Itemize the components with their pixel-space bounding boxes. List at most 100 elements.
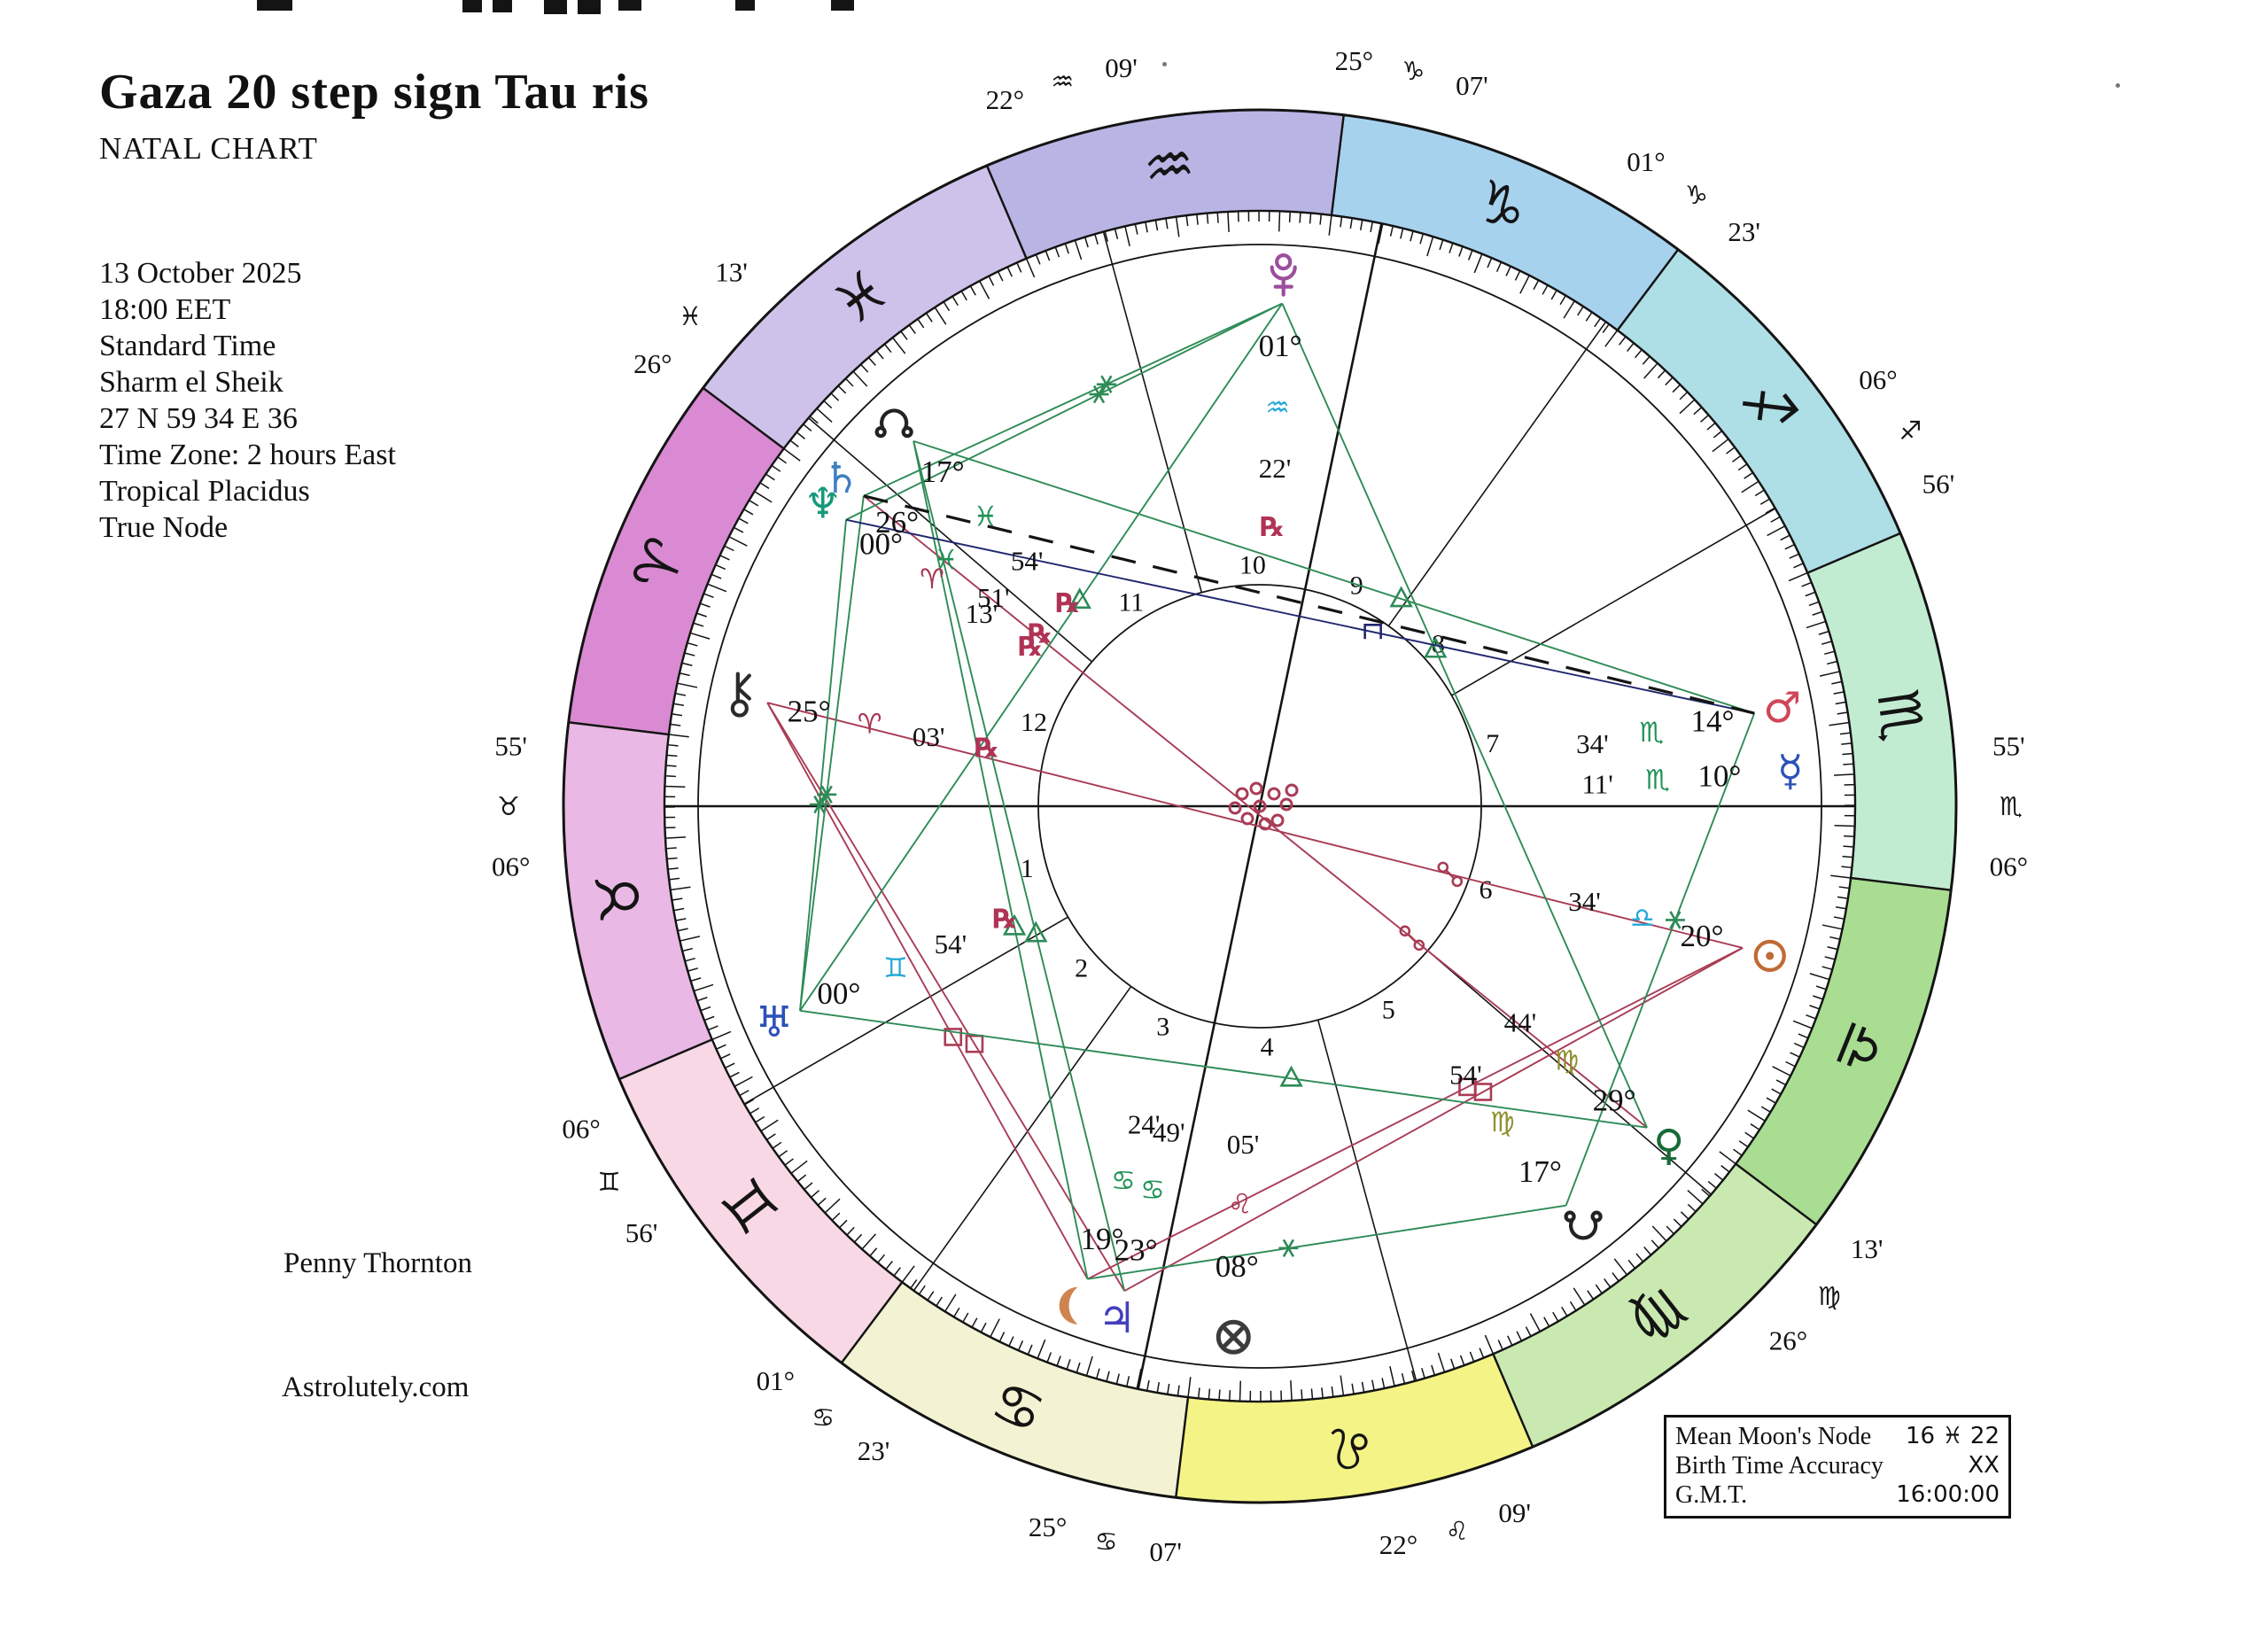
coordinates: 27 N 59 34 E 36: [99, 402, 298, 435]
planet-pluto: 01° ♒ 22' ℞: [1259, 252, 1302, 543]
aspect-marker-sextile: [817, 785, 837, 804]
uranus-degrees: 00°: [817, 976, 860, 1011]
cusp-11-degrees: 22°: [986, 84, 1024, 115]
house-number-4: 4: [1261, 1032, 1274, 1061]
cusp-label-4: 25° ♋ 07': [1029, 1511, 1182, 1567]
cusp-label-6: 26° ♍ 13': [1769, 1233, 1884, 1355]
aspect-mars-southnode-sextile: [1565, 712, 1756, 1207]
time-type: Standard Time: [99, 330, 276, 362]
mercury-sign-icon: ♏: [1645, 764, 1670, 796]
planet-glyph-mars: ♂: [1763, 683, 1801, 733]
aspect-marker-square: [1473, 1083, 1493, 1101]
cusp-6-sign-icon: ♍: [1818, 1281, 1841, 1311]
mc-ic-axis: [1137, 222, 1383, 1390]
cusp-label-3: 01° ♋ 23': [757, 1365, 890, 1466]
sign-glyph-leo: ♌: [1321, 1410, 1380, 1481]
cusp-4-degrees: 25°: [1029, 1511, 1067, 1542]
northnode-sign-icon: ♓: [973, 501, 998, 532]
house-number-9: 9: [1350, 571, 1363, 600]
cusp-label-1: 06° ♉ 55': [492, 730, 530, 882]
planet-neptune: ♆ 00° ♈ 13' ℞: [804, 478, 1042, 663]
cusp-line-12: [808, 417, 1092, 663]
moon-sign-icon: ♋: [1111, 1165, 1136, 1197]
planet-mars: ♂ 14° ♏ 34': [1576, 683, 1801, 759]
scan-dot: [2116, 83, 2120, 88]
mercury-minutes: 11': [1581, 768, 1612, 799]
uranus-sign-icon: ♊: [883, 952, 908, 984]
planet-glyph-saturn: ♄: [822, 454, 860, 503]
uranus-minutes: 54': [935, 928, 967, 959]
planet-mercury: ☿ 10° ♏ 11': [1581, 747, 1803, 800]
aspect-marker-sextile: [1278, 1239, 1299, 1258]
cusp-label-10: 25° ♑ 07': [1335, 45, 1488, 101]
aspect-marker-opposition: [1399, 925, 1425, 952]
scan-artifact: [257, 0, 292, 11]
cusp-10-degrees: 25°: [1335, 45, 1373, 76]
birth-date: 13 October 2025: [99, 257, 302, 290]
planet-glyph-venus: ♀: [1653, 1121, 1684, 1170]
scan-dot: [1162, 62, 1167, 66]
house-number-10: 10: [1239, 551, 1266, 580]
saturn-minutes: 51': [977, 582, 1010, 613]
neptune-sign-icon: ♈: [920, 563, 944, 595]
northnode-retrograde-icon: ℞: [1056, 588, 1080, 619]
partoffortune-minutes: 05': [1227, 1129, 1260, 1160]
cusp-label-7: 06° ♏ 55': [1990, 730, 2028, 882]
aspect-moon-southnode-sextile: [1087, 1204, 1566, 1280]
aspect-jupiter-northnode-trine: [913, 440, 1126, 1292]
zodiac-ring: ♈ ♉ ♊ ♋ ♌ ♍ ♎ ♏ ♐ ♑ ♒ ♓: [562, 108, 1958, 1504]
cusp-6-degrees: 26°: [1769, 1324, 1807, 1355]
chart-subtitle: NATAL CHART: [99, 131, 318, 166]
planet-northnode: 17° ♓ 54' ℞: [874, 408, 1080, 619]
partoffortune-degrees: 08°: [1216, 1249, 1259, 1284]
outer-circle: [562, 108, 1958, 1504]
house-number-2: 2: [1075, 953, 1088, 983]
node-setting: True Node: [99, 511, 229, 544]
partoffortune-sign-icon: ♌: [1228, 1188, 1253, 1220]
birth-time: 18:00 EET: [99, 293, 231, 326]
pluto-degrees: 01°: [1259, 329, 1302, 363]
pluto-retrograde-icon: ℞: [1261, 512, 1285, 543]
scan-artifact: [544, 0, 567, 14]
cusp-5-minutes: 09': [1498, 1497, 1531, 1528]
northnode-minutes: 54': [1011, 545, 1044, 576]
cusp-8-minutes: 56': [1922, 469, 1955, 500]
mercury-degrees: 10°: [1697, 758, 1741, 793]
aspect-marker-trine: [1424, 636, 1448, 658]
aspect-marker-trine: [1068, 587, 1091, 610]
moon-degrees: 19°: [1080, 1222, 1123, 1256]
time-zone: Time Zone: 2 hours East: [99, 439, 396, 471]
gmt-value: 16:00:00: [1896, 1481, 2000, 1508]
planet-glyph-uranus: ♅: [755, 998, 793, 1047]
venus-minutes: 44': [1504, 1006, 1537, 1037]
aspect-marker-sextile: [1096, 375, 1116, 393]
venus-degrees: 29°: [1593, 1084, 1636, 1118]
jupiter-degrees: 23°: [1115, 1232, 1158, 1267]
table-row: Mean Moon's Node 16 ♓ 22: [1675, 1422, 2000, 1451]
cusp-1-minutes: 55': [494, 730, 527, 761]
chiron-degrees: 25°: [788, 695, 831, 729]
cusp-2-sign-icon: ♊: [598, 1167, 621, 1197]
scan-artifact: [493, 0, 512, 12]
mean-node-value: 16 ♓ 22: [1905, 1423, 2000, 1449]
planets: 01° ♒ 22' ℞ 17° ♓ 54' ℞ ♄ 26° ♓ 51' ℞ ♆ 00° ♈ 13' ℞ 25° ♈ 03…: [730, 252, 1803, 1355]
aspect-marker-trine: [1389, 586, 1413, 608]
cusp-label-5: 22° ♌ 09': [1379, 1497, 1531, 1560]
planet-chiron: 25° ♈ 03' ℞: [730, 672, 998, 765]
aspect-pluto-saturn-sextile: [863, 302, 1283, 497]
aspect-pluto-venus-trine: [1281, 303, 1648, 1129]
cusp-label-8: 06°♐56': [1859, 364, 1954, 500]
scan-artifact: [618, 0, 641, 11]
house-cusp-lines: [664, 222, 1855, 1390]
aspect-marker-trine: [1002, 913, 1027, 936]
cusp-10-sign-icon: ♑: [1402, 56, 1425, 86]
planet-glyph-neptune: ♆: [804, 478, 842, 528]
aspect-marker-trine: [1279, 1065, 1303, 1087]
chiron-sign-icon: ♈: [858, 708, 882, 740]
northnode-degrees: 17°: [921, 454, 965, 489]
cusp-7-degrees: 06°: [1990, 851, 2028, 882]
chiron-retrograde-icon: ℞: [975, 734, 998, 765]
sun-degrees: 20°: [1680, 919, 1723, 953]
